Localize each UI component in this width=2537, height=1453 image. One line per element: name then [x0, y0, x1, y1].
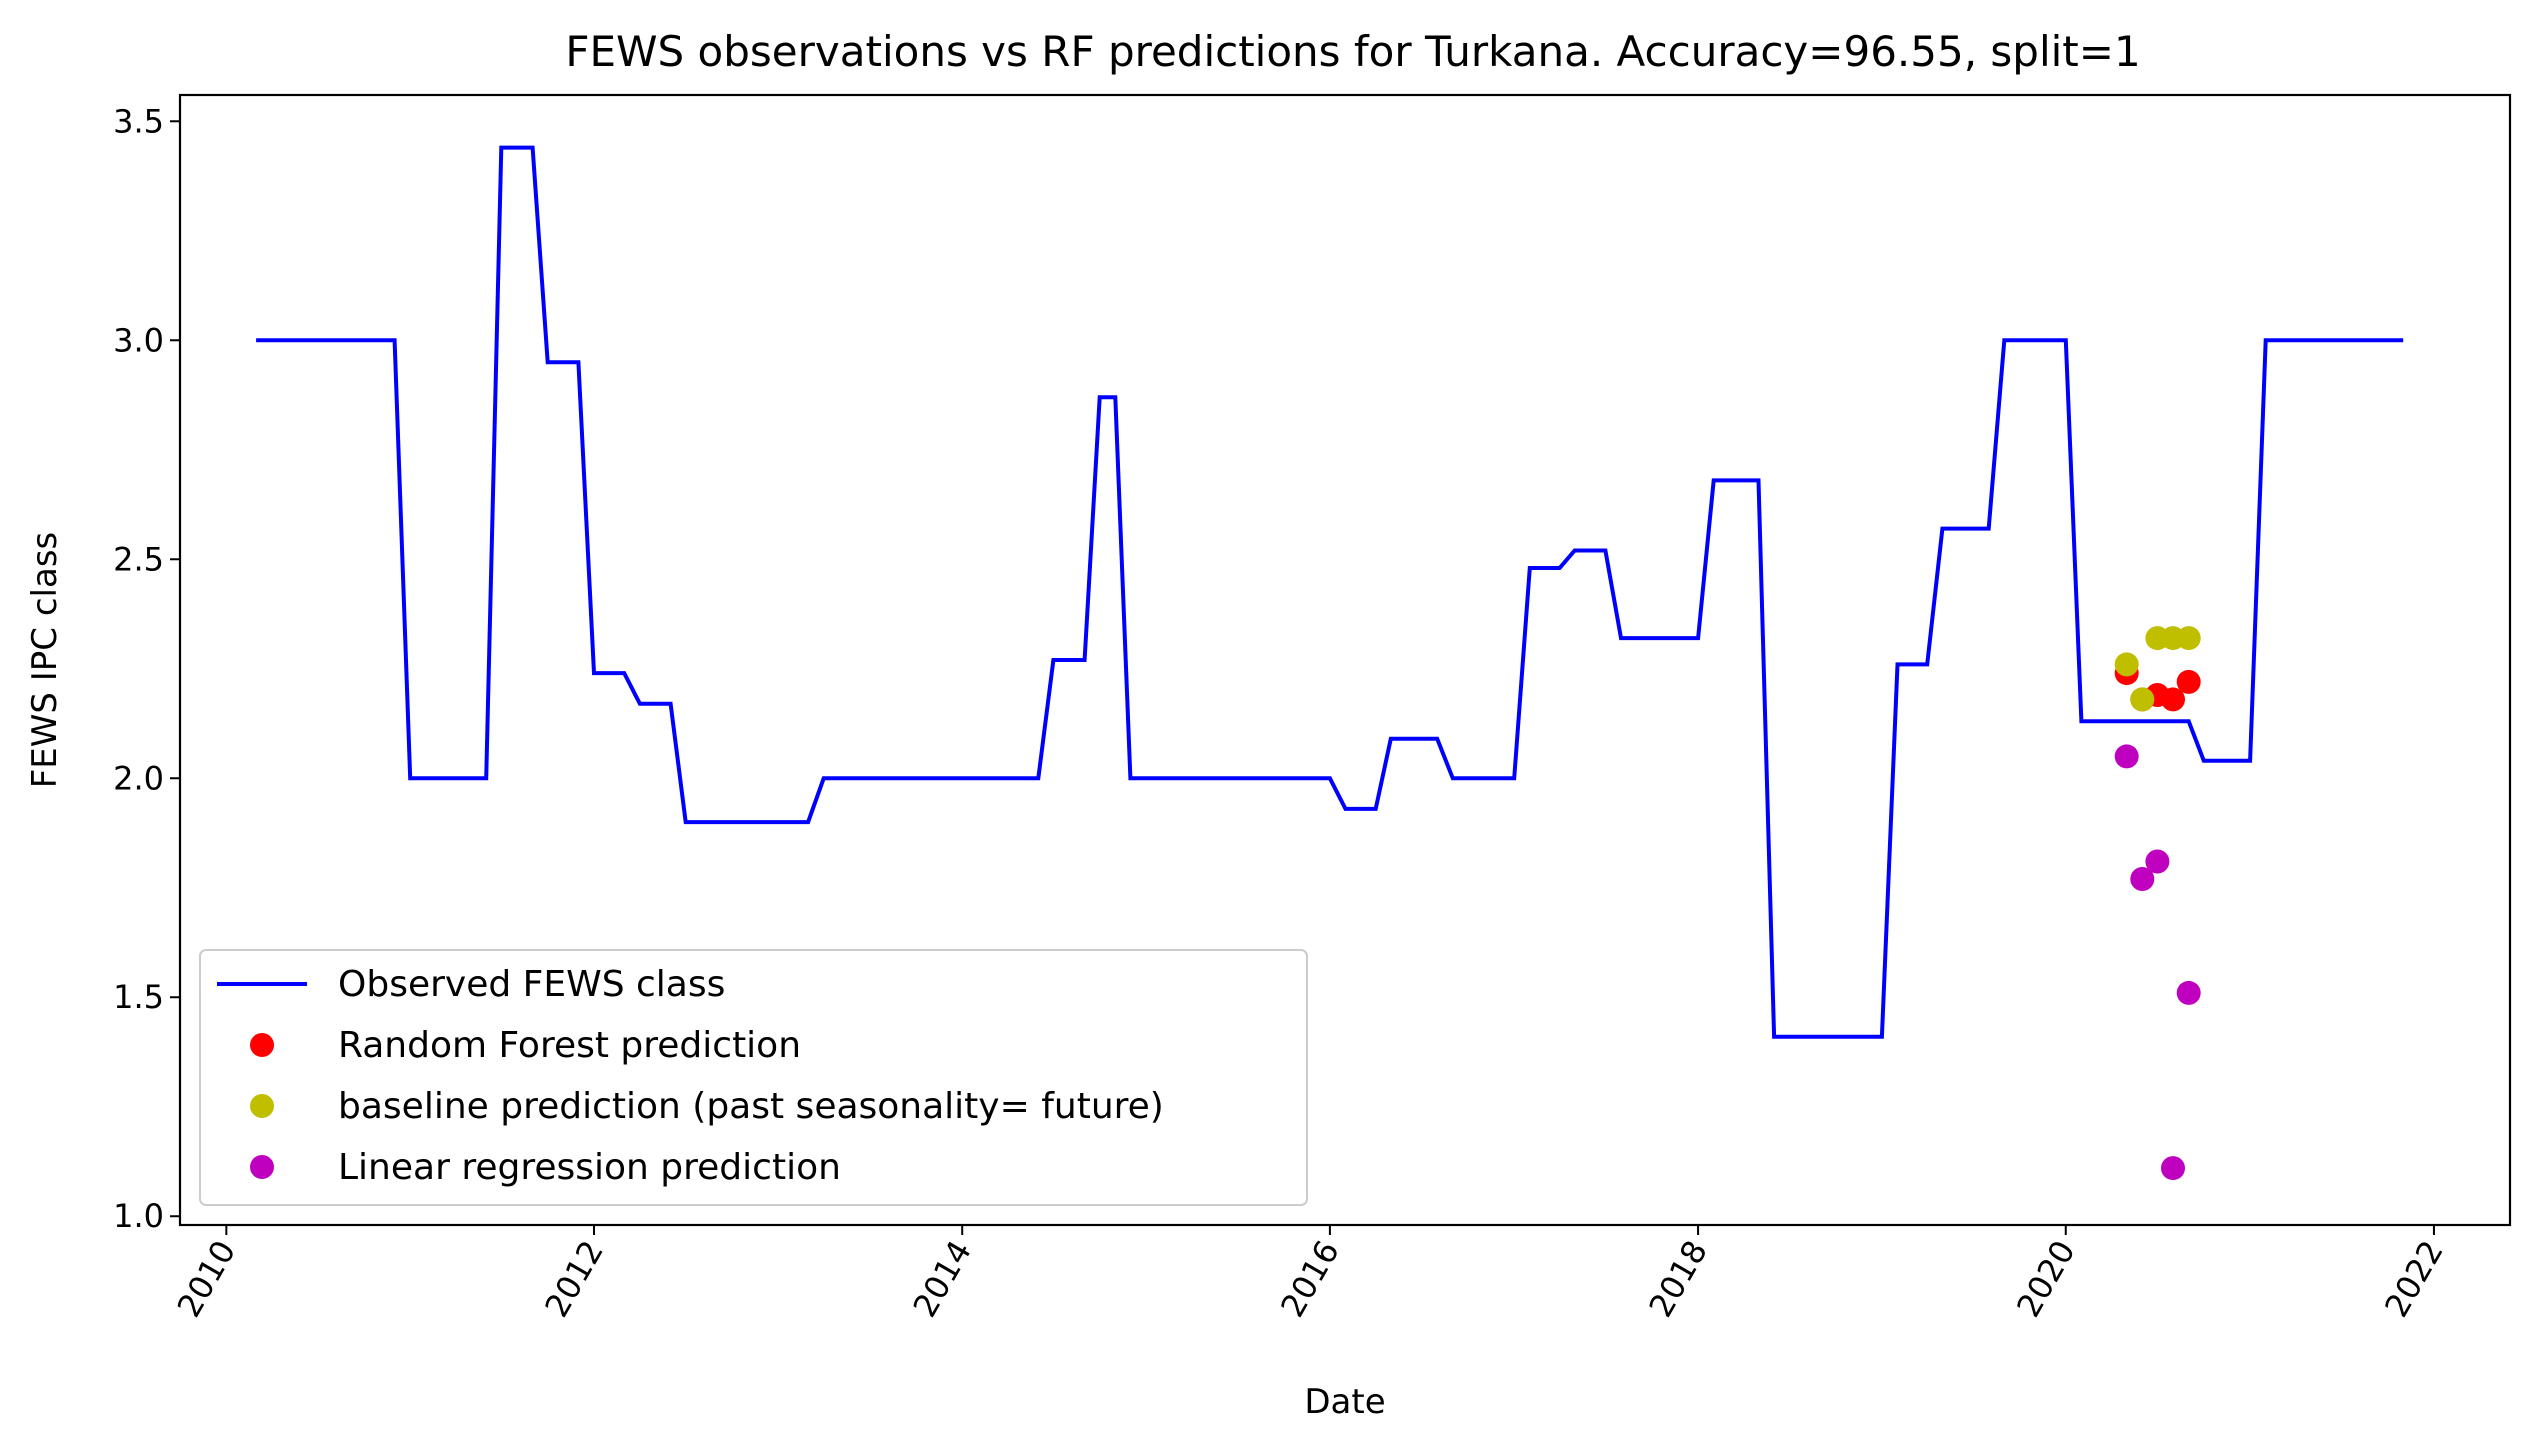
scatter-point-series-3 [2176, 980, 2201, 1005]
scatter-point-series-1 [2161, 687, 2185, 712]
x-axis-label: Date [1304, 1382, 1385, 1422]
scatter-point-series-3 [2145, 849, 2170, 874]
scatter-point-series-2 [2176, 626, 2201, 651]
y-axis-label: FEWS IPC class [25, 532, 65, 789]
axes-frame [178, 93, 2512, 1227]
legend-marker-swatch [250, 1094, 274, 1118]
legend-marker-swatch [250, 1033, 274, 1057]
y-tick-label: 3.0 [113, 321, 164, 359]
series-line-observed [256, 145, 2404, 1039]
plot-area [256, 145, 2404, 1181]
scatter-point-series-3 [2130, 867, 2155, 891]
legend-entry-label: Observed FEWS class [338, 964, 725, 1005]
legend-entry-label: Linear regression prediction [338, 1147, 841, 1188]
scatter-point-series-3 [2114, 744, 2139, 769]
legend-box [199, 949, 1308, 1206]
y-tick-label: 3.5 [113, 102, 164, 140]
scatter-point-series-3 [2161, 1156, 2185, 1181]
y-tick-label: 1.0 [113, 1197, 164, 1235]
legend-entry-label: Random Forest prediction [338, 1025, 801, 1066]
legend-marker-swatch [250, 1155, 274, 1179]
legend-entry-label: baseline prediction (past seasonality= f… [338, 1086, 1164, 1127]
legend: Observed FEWS class Random Forest predict… [199, 949, 1308, 1206]
y-tick-label: 2.0 [113, 759, 164, 797]
y-tick-label: 1.5 [113, 978, 164, 1016]
y-tick-label: 2.5 [113, 540, 164, 578]
scatter-point-series-2 [2130, 687, 2155, 712]
chart-title: FEWS observations vs RF predictions for … [565, 27, 2140, 76]
scatter-point-series-1 [2176, 669, 2201, 694]
scatter-point-series-2 [2114, 652, 2139, 677]
